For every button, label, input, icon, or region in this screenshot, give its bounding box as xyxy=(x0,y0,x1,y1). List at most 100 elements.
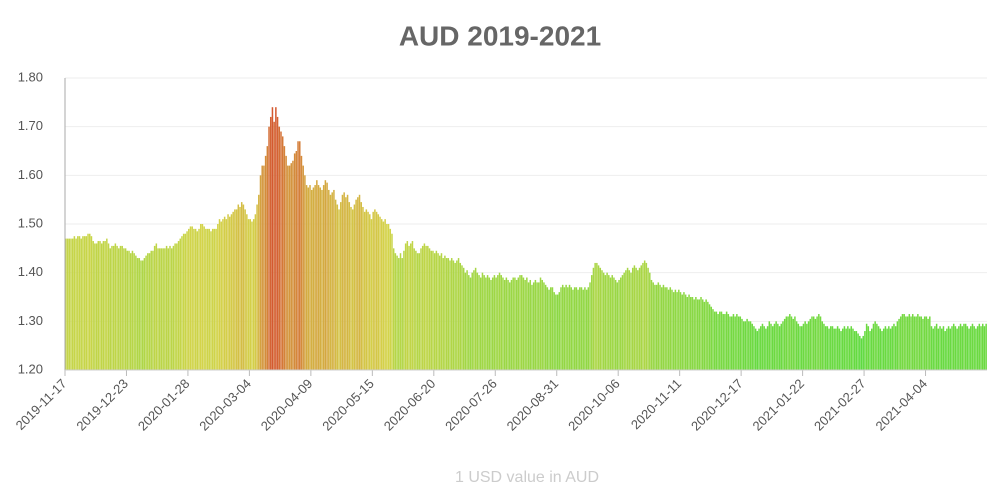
bar xyxy=(213,228,216,370)
bar xyxy=(411,241,414,370)
bar xyxy=(790,316,793,370)
bar xyxy=(538,282,540,370)
bar xyxy=(981,323,984,370)
bar xyxy=(688,294,690,370)
bar xyxy=(980,326,982,370)
bar xyxy=(910,316,912,370)
bar xyxy=(746,318,748,370)
bar xyxy=(814,318,817,370)
bar xyxy=(643,260,646,370)
bar xyxy=(150,250,152,370)
bar xyxy=(473,270,475,370)
bar xyxy=(240,202,243,370)
bar xyxy=(590,275,593,370)
bar xyxy=(985,323,987,370)
bar xyxy=(575,287,578,370)
bar xyxy=(348,202,351,370)
bar xyxy=(497,275,499,370)
bar xyxy=(975,328,977,370)
bar xyxy=(744,321,747,370)
x-tick-label: 2020-05-15 xyxy=(319,376,377,434)
x-tick-label: 2020-08-31 xyxy=(504,376,562,434)
bar xyxy=(664,287,666,370)
bar xyxy=(961,326,963,370)
bar xyxy=(223,216,226,370)
bar xyxy=(406,241,409,370)
bar xyxy=(510,279,513,370)
bar xyxy=(830,326,832,370)
bar xyxy=(700,297,702,370)
bar xyxy=(264,155,267,370)
bar xyxy=(925,316,928,370)
bar xyxy=(288,165,291,370)
bar xyxy=(456,260,458,370)
bar xyxy=(811,316,813,370)
bar xyxy=(490,279,492,370)
bar xyxy=(439,255,441,370)
bar xyxy=(409,243,412,370)
bar xyxy=(341,194,344,370)
bar xyxy=(493,275,496,370)
bar xyxy=(930,326,933,370)
bar xyxy=(433,253,436,370)
bar xyxy=(515,279,518,370)
bar xyxy=(251,221,253,370)
bar xyxy=(862,335,864,370)
bar xyxy=(300,155,303,370)
bar xyxy=(683,292,685,370)
bar xyxy=(468,275,470,370)
bar xyxy=(217,224,219,370)
bar xyxy=(602,272,605,370)
bar xyxy=(534,279,537,370)
bar xyxy=(667,289,670,370)
bar xyxy=(461,265,463,370)
bar xyxy=(771,326,774,370)
bar xyxy=(457,258,460,370)
bar xyxy=(708,304,711,370)
bar xyxy=(269,116,272,370)
bar xyxy=(838,328,841,370)
x-tick-label: 2020-07-26 xyxy=(442,376,500,434)
bar xyxy=(582,289,584,370)
bar xyxy=(314,185,316,370)
bar xyxy=(589,282,591,370)
bar xyxy=(369,214,371,370)
bar xyxy=(292,160,294,370)
bar xyxy=(749,321,752,370)
bar xyxy=(403,250,405,370)
bar xyxy=(295,151,298,370)
bar xyxy=(710,306,713,370)
bar xyxy=(259,175,262,370)
bar xyxy=(505,277,508,370)
bar xyxy=(775,321,777,370)
bar xyxy=(237,204,240,370)
bar xyxy=(116,245,118,370)
bar xyxy=(478,275,480,370)
bar xyxy=(379,216,381,370)
bar xyxy=(522,277,525,370)
bar xyxy=(404,243,407,370)
bar xyxy=(73,236,76,370)
bar xyxy=(188,228,190,370)
bar xyxy=(254,214,257,370)
bar xyxy=(705,299,707,370)
bar xyxy=(701,299,704,370)
bar xyxy=(95,243,98,370)
bar xyxy=(669,287,672,370)
bar xyxy=(71,238,74,370)
bar xyxy=(408,245,410,370)
bar xyxy=(848,328,851,370)
bar xyxy=(640,265,643,370)
bar xyxy=(819,316,822,370)
bar xyxy=(684,294,687,370)
bar xyxy=(792,318,794,370)
bar xyxy=(432,250,434,370)
bar xyxy=(114,243,117,370)
bar xyxy=(947,326,950,370)
bar xyxy=(488,277,491,370)
bar xyxy=(696,299,699,370)
bar xyxy=(541,279,543,370)
bar xyxy=(841,328,844,370)
bar xyxy=(174,243,176,370)
bar xyxy=(519,275,521,370)
